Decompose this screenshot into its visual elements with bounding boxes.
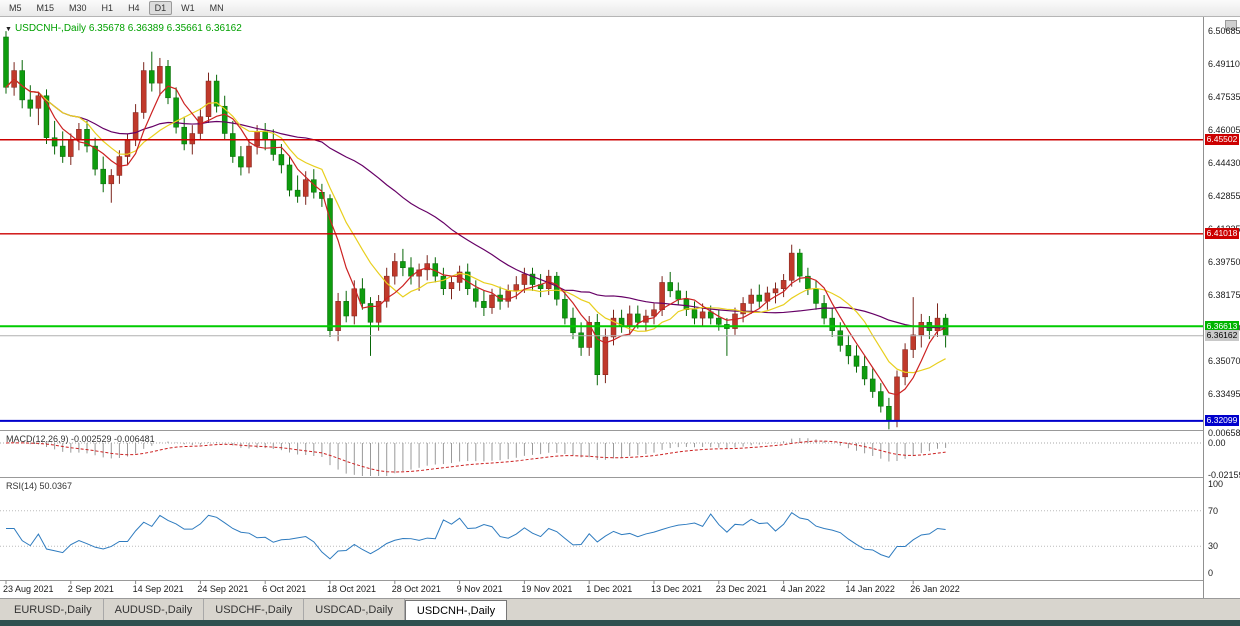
rsi-indicator-label: RSI(14) 50.0367 [6, 481, 73, 491]
price-axis-label: 6.49110 [1208, 59, 1240, 69]
rsi-axis-label: 30 [1208, 541, 1219, 552]
date-axis-label: 24 Sep 2021 [197, 584, 249, 594]
chart-tab-bar: EURUSD-,Daily AUDUSD-,Daily USDCHF-,Daily U… [0, 598, 1240, 620]
timeframe-button-h4[interactable]: H4 [128, 3, 140, 13]
date-axis-label: 23 Dec 2021 [715, 584, 767, 594]
axis-scroll-button[interactable] [1225, 20, 1237, 30]
timeframe-button-d1[interactable]: D1 [148, 1, 173, 15]
chart-canvas[interactable] [0, 17, 1203, 598]
timeframe-toolbar: M5 M15 M30 H1 H4 D1 W1 MN [0, 0, 1240, 17]
rsi-axis-label: 100 [1208, 479, 1224, 489]
current-price-line-badge: 6.36162 [1205, 330, 1239, 342]
chart-tab-audusd-daily[interactable]: AUDUSD-,Daily [104, 599, 205, 620]
price-axis-label: 6.46005 [1208, 125, 1240, 135]
date-axis-label: 14 Sep 2021 [132, 584, 184, 594]
timeframe-button-mn[interactable]: MN [209, 3, 224, 13]
date-axis-label: 14 Jan 2022 [845, 584, 895, 594]
chevron-down-icon: ▼ [5, 26, 12, 33]
price-axis: 6.50685 6.49110 6.47535 6.46005 6.44430 6.428… [1203, 17, 1240, 598]
resistance-line-1-badge: 6.45502 [1205, 134, 1239, 146]
timeframe-button-w1[interactable]: W1 [181, 3, 195, 13]
price-axis-label: 6.38175 [1208, 290, 1240, 300]
price-axis-label: 6.47535 [1208, 92, 1240, 102]
date-axis-label: 26 Jan 2022 [910, 584, 960, 594]
date-axis-label: 4 Jan 2022 [780, 584, 826, 594]
macd-axis-label: -0.02159 [1208, 470, 1240, 481]
chart-tab-usdcnh-daily[interactable]: USDCNH-,Daily [404, 600, 508, 620]
macd-axis-label: 0.00658 [1208, 428, 1240, 439]
date-axis-label: 13 Dec 2021 [651, 584, 703, 594]
date-axis-label: 28 Oct 2021 [391, 584, 441, 594]
chart-title-text: USDCNH-,Daily 6.35678 6.36389 6.35661 6.… [14, 23, 242, 34]
rsi-axis-label: 0 [1208, 568, 1214, 578]
price-axis-label: 6.50685 [1208, 26, 1240, 36]
resistance-line-2-badge: 6.41018 [1205, 228, 1239, 240]
date-axis-label: 2 Sep 2021 [67, 584, 114, 594]
chart-title: ▼ USDCNH-,Daily 6.35678 6.36389 6.35661 6… [5, 23, 242, 34]
chart-tab-usdcad-daily[interactable]: USDCAD-,Daily [304, 599, 405, 620]
macd-indicator-label: MACD(12,26,9) -0.002529 -0.006481 [6, 434, 155, 444]
timeframe-button-m30[interactable]: M30 [69, 3, 87, 13]
timeframe-button-h1[interactable]: H1 [101, 3, 114, 13]
date-axis-label: 1 Dec 2021 [586, 584, 633, 594]
price-axis-label: 6.33495 [1208, 389, 1240, 399]
price-axis-label: 6.44430 [1208, 158, 1240, 168]
chart-tab-usdchf-daily[interactable]: USDCHF-,Daily [204, 599, 305, 620]
rsi-axis-label: 70 [1208, 505, 1219, 516]
date-axis-label: 6 Oct 2021 [262, 584, 307, 594]
bottom-strip [0, 620, 1240, 626]
date-axis-label: 18 Oct 2021 [327, 584, 377, 594]
support-line-green-badge: 6.36613 [1205, 320, 1239, 332]
price-axis-label: 6.39750 [1208, 257, 1240, 267]
price-axis-label: 6.42855 [1208, 191, 1240, 201]
timeframe-button-m15[interactable]: M15 [36, 3, 55, 13]
chart-region: ▼ USDCNH-,Daily 6.35678 6.36389 6.35661 6… [0, 17, 1240, 598]
date-axis-label: 9 Nov 2021 [456, 584, 503, 594]
support-line-blue-badge: 6.32099 [1205, 415, 1239, 427]
date-axis-label: 19 Nov 2021 [521, 584, 573, 594]
price-axis-label: 6.35070 [1208, 356, 1240, 366]
chart-tab-eurusd-daily[interactable]: EURUSD-,Daily [3, 599, 104, 620]
date-axis-label: 23 Aug 2021 [3, 584, 54, 594]
timeframe-button-m5[interactable]: M5 [9, 3, 22, 13]
macd-axis-label: 0.00 [1208, 438, 1226, 448]
